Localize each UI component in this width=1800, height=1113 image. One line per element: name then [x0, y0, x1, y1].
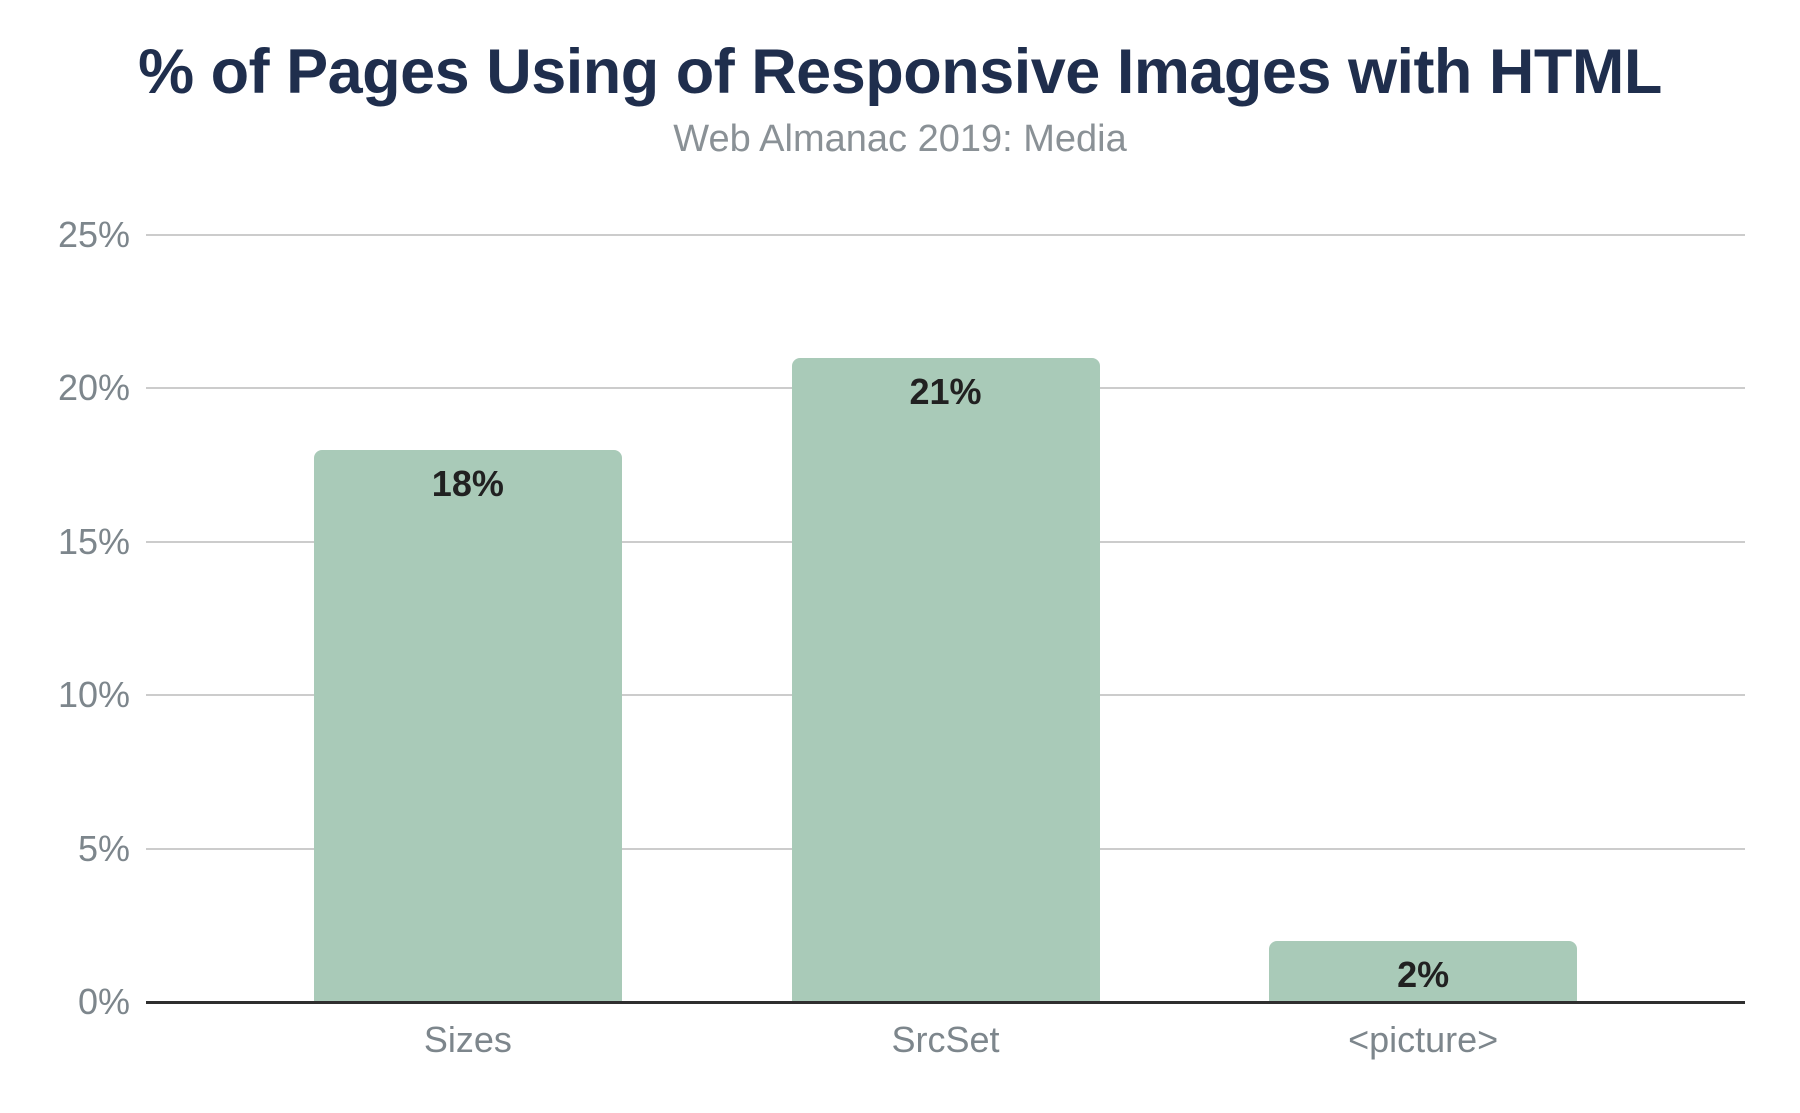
x-axis-category-label: <picture> — [1348, 1019, 1499, 1060]
bar: 18% — [313, 449, 622, 1002]
y-axis-tick-label: 20% — [57, 367, 130, 409]
x-axis-category-label: Sizes — [423, 1019, 512, 1060]
y-axis-tick-label: 10% — [57, 674, 130, 716]
chart-title: % of Pages Using of Responsive Images wi… — [138, 37, 1662, 107]
y-axis-tick-label: 15% — [57, 520, 130, 562]
y-axis-tick-label: 5% — [77, 827, 130, 869]
bar-value-label: 18% — [431, 462, 504, 504]
bar-value-label: 21% — [909, 370, 982, 412]
y-axis-tick-label: 25% — [57, 214, 130, 255]
bar: 21% — [791, 357, 1100, 1002]
chart-subtitle: Web Almanac 2019: Media — [673, 118, 1127, 160]
gridline — [146, 234, 1745, 236]
x-axis-category-label: SrcSet — [891, 1019, 1000, 1060]
bar-value-label: 2% — [1397, 953, 1450, 995]
x-axis-baseline — [146, 1000, 1745, 1004]
bar: 2% — [1269, 940, 1578, 1002]
y-axis-tick-label: 0% — [77, 981, 130, 1022]
plot-area: 18% 21% 2% — [146, 234, 1745, 1004]
